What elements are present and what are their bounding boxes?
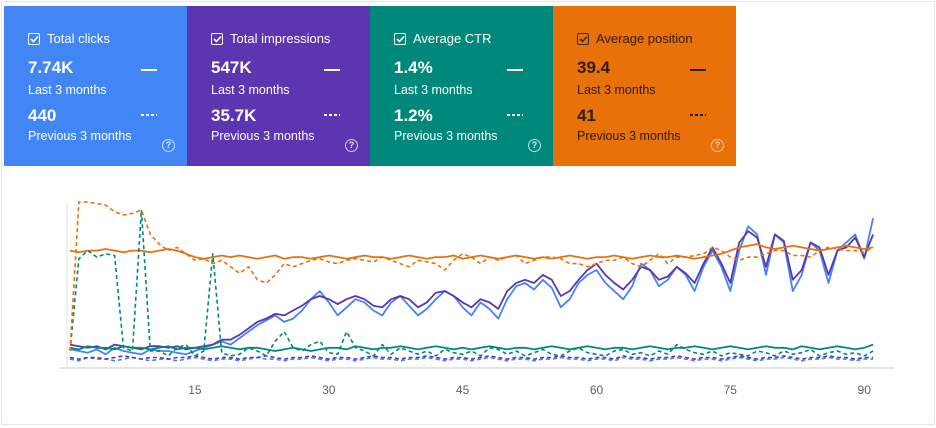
card-title: Average CTR bbox=[413, 31, 492, 46]
checkbox-checked-icon[interactable] bbox=[211, 32, 223, 45]
previous-label: Previous 3 months bbox=[577, 129, 681, 143]
series-line-clicks-previous[interactable] bbox=[69, 356, 874, 362]
previous-value: 1.2% bbox=[394, 106, 433, 125]
current-value: 1.4% bbox=[394, 58, 433, 77]
solid-line-legend-icon bbox=[507, 69, 523, 71]
current-label: Last 3 months bbox=[28, 83, 107, 97]
dashed-line-legend-icon bbox=[141, 114, 157, 116]
checkbox-checked-icon[interactable] bbox=[577, 32, 589, 45]
metric-cards: Total clicks 7.74K Last 3 months 440 Pre… bbox=[4, 6, 736, 166]
card-average-ctr[interactable]: Average CTR 1.4% Last 3 months 1.2% Prev… bbox=[370, 6, 553, 166]
current-label: Last 3 months bbox=[394, 83, 473, 97]
series-line-clicks-current[interactable] bbox=[69, 218, 874, 356]
current-value: 39.4 bbox=[577, 58, 611, 77]
series-line-ctr-current[interactable] bbox=[69, 343, 874, 352]
series-line-position-current[interactable] bbox=[69, 243, 874, 260]
previous-label: Previous 3 months bbox=[28, 129, 132, 143]
series-line-impressions-previous[interactable] bbox=[69, 355, 874, 360]
current-value: 7.74K bbox=[28, 58, 74, 77]
x-tick-label: 90 bbox=[858, 383, 872, 397]
previous-value: 41 bbox=[577, 106, 596, 125]
solid-line-legend-icon bbox=[324, 69, 340, 71]
series-line-impressions-current[interactable] bbox=[69, 230, 874, 351]
dashed-line-legend-icon bbox=[324, 114, 340, 116]
current-value: 547K bbox=[211, 58, 252, 77]
solid-line-legend-icon bbox=[690, 69, 706, 71]
dashed-line-legend-icon bbox=[690, 114, 706, 116]
card-title: Total clicks bbox=[47, 31, 110, 46]
previous-value: 35.7K bbox=[211, 106, 257, 125]
solid-line-legend-icon bbox=[141, 69, 157, 71]
checkbox-checked-icon[interactable] bbox=[28, 32, 40, 45]
x-tick-label: 45 bbox=[456, 383, 470, 397]
previous-label: Previous 3 months bbox=[211, 129, 315, 143]
card-title: Average position bbox=[596, 31, 693, 46]
help-circle-icon[interactable]: ? bbox=[528, 139, 541, 152]
help-circle-icon[interactable]: ? bbox=[711, 139, 724, 152]
card-average-position[interactable]: Average position 39.4 Last 3 months 41 P… bbox=[553, 6, 736, 166]
series-line-ctr-previous[interactable] bbox=[69, 209, 874, 357]
x-tick-label: 30 bbox=[322, 383, 336, 397]
x-tick-label: 75 bbox=[724, 383, 738, 397]
card-total-clicks[interactable]: Total clicks 7.74K Last 3 months 440 Pre… bbox=[4, 6, 187, 166]
help-circle-icon[interactable]: ? bbox=[162, 139, 175, 152]
previous-label: Previous 3 months bbox=[394, 129, 498, 143]
card-total-impressions[interactable]: Total impressions 547K Last 3 months 35.… bbox=[187, 6, 370, 166]
previous-value: 440 bbox=[28, 106, 57, 125]
current-label: Last 3 months bbox=[577, 83, 656, 97]
checkbox-checked-icon[interactable] bbox=[394, 32, 406, 45]
help-circle-icon[interactable]: ? bbox=[345, 139, 358, 152]
dashed-line-legend-icon bbox=[507, 114, 523, 116]
series-line-position-previous[interactable] bbox=[69, 201, 874, 352]
card-title: Total impressions bbox=[230, 31, 331, 46]
x-tick-label: 60 bbox=[590, 383, 604, 397]
x-tick-label: 15 bbox=[188, 383, 202, 397]
current-label: Last 3 months bbox=[211, 83, 290, 97]
